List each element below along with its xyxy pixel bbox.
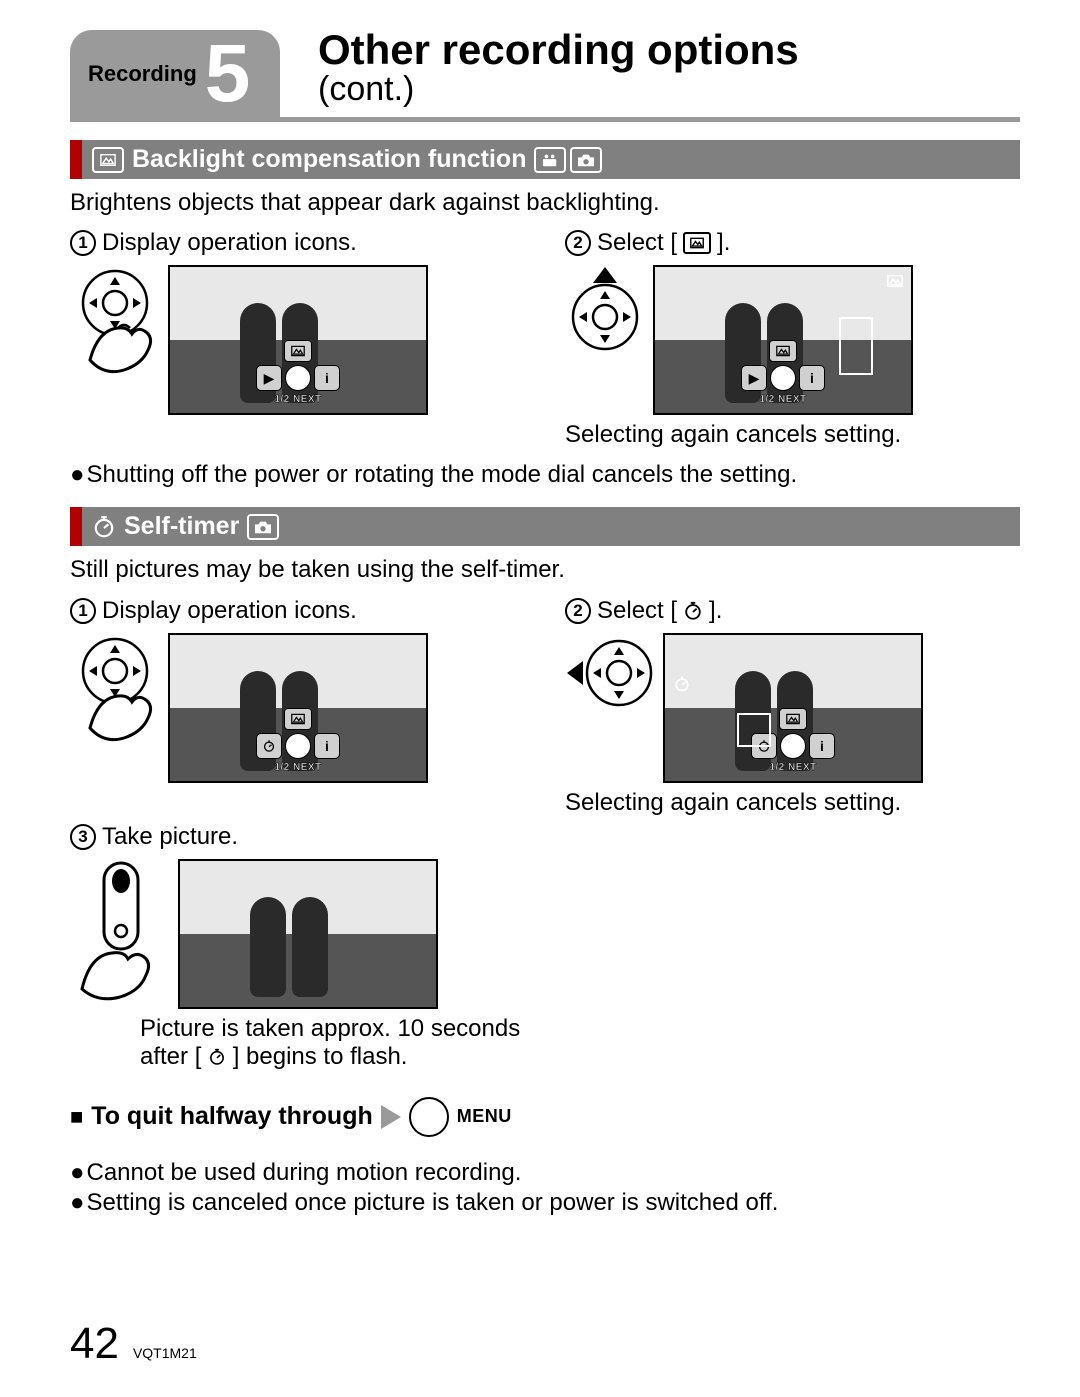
note-text: Shutting off the power or rotating the m… [87, 461, 798, 489]
caption-part-b: ] begins to flash. [233, 1043, 408, 1070]
chapter-number: 5 [205, 33, 251, 115]
lcd-screen-mock: ▶ i 1/2 NEXT [168, 265, 428, 415]
step-caption: Picture is taken approx. 10 seconds afte… [140, 1015, 540, 1071]
note-text: Setting is canceled once picture is take… [87, 1189, 779, 1217]
step-column: 2 Select [ ]. [565, 597, 1020, 817]
selftimer-icon [92, 515, 116, 539]
step-text: Display operation icons. [102, 597, 357, 625]
osd-next-label: 1/2 NEXT [274, 762, 321, 773]
lcd-screen-mock: i 1/2 NEXT [663, 633, 923, 783]
section-bar-selftimer: Self-timer [70, 507, 1020, 546]
illustration: i 1/2 NEXT [565, 633, 1020, 783]
step-column: 3 Take picture. Picture is taken approx.… [70, 823, 540, 1071]
section-intro: Still pictures may be taken using the se… [70, 554, 1020, 586]
osd-next-label: 1/2 NEXT [759, 394, 806, 405]
quit-instruction: ■ To quit halfway through MENU [70, 1097, 1020, 1137]
lcd-screen-mock: ▶ i 1/2 NEXT [653, 265, 913, 415]
title-block: Other recording options (cont.) [318, 26, 799, 109]
steps-row: 1 Display operation icons. [70, 597, 1020, 817]
step-number-badge: 1 [70, 230, 96, 256]
page-number: 42 [70, 1319, 119, 1369]
bullet-icon: ● [70, 461, 85, 489]
step-number-badge: 1 [70, 598, 96, 624]
step-heading: 1 Display operation icons. [70, 597, 525, 625]
video-mode-icon [534, 147, 566, 173]
joystick-left-icon [565, 633, 655, 713]
chapter-header: Recording 5 Other recording options (con… [70, 30, 1020, 122]
arrow-right-icon [381, 1105, 401, 1129]
section-intro: Brightens objects that appear dark again… [70, 187, 1020, 219]
backlight-icon [92, 147, 124, 173]
joystick-press-icon [70, 265, 160, 385]
menu-button-icon [409, 1097, 449, 1137]
step-number-badge: 2 [565, 230, 591, 256]
step-caption: Selecting again cancels setting. [565, 421, 1020, 449]
bullet-icon: ● [70, 1159, 85, 1187]
step-heading: 2 Select [ ]. [565, 229, 1020, 257]
step-text: Take picture. [102, 823, 238, 851]
osd-next-label: 1/2 NEXT [769, 762, 816, 773]
osd-next-label: 1/2 NEXT [274, 394, 321, 405]
step-column: 1 Display operation icons. [70, 597, 525, 817]
section-bar-backlight: Backlight compensation function [70, 140, 1020, 179]
step-column: 2 Select [ ]. [565, 229, 1020, 449]
step-text-suffix: ]. [717, 229, 730, 257]
illustration: ▶ i 1/2 NEXT [565, 265, 1020, 415]
step-text: Display operation icons. [102, 229, 357, 257]
quit-label: To quit halfway through [91, 1102, 372, 1131]
chapter-tab: Recording 5 [70, 30, 280, 118]
step-text-prefix: Select [ [597, 597, 677, 625]
illustration [70, 859, 540, 1009]
backlight-select-icon [683, 232, 711, 254]
lcd-screen-mock: i 1/2 NEXT [168, 633, 428, 783]
illustration: ▶ i 1/2 NEXT [70, 265, 525, 415]
steps-row: 1 Display operation icons. [70, 229, 1020, 449]
photo-mode-icon [570, 147, 602, 173]
mode-icons [534, 147, 602, 173]
shutter-press-icon [70, 859, 170, 1009]
step-heading: 1 Display operation icons. [70, 229, 525, 257]
step-text-suffix: ]. [709, 597, 722, 625]
step-heading: 3 Take picture. [70, 823, 540, 851]
note-text: Cannot be used during motion recording. [87, 1159, 522, 1187]
section-title: Self-timer [124, 512, 239, 541]
step-number-badge: 3 [70, 824, 96, 850]
page-title: Other recording options [318, 26, 799, 74]
lcd-screen-mock [178, 859, 438, 1009]
document-code: VQT1M21 [133, 1345, 197, 1361]
joystick-up-icon [565, 265, 645, 365]
step-text-prefix: Select [ [597, 229, 677, 257]
step-caption: Selecting again cancels setting. [565, 789, 1020, 817]
note-line: ● Shutting off the power or rotating the… [70, 461, 1020, 489]
illustration: i 1/2 NEXT [70, 633, 525, 783]
note-line: ● Cannot be used during motion recording… [70, 1159, 1020, 1187]
selftimer-indicator-icon [673, 675, 691, 693]
backlight-indicator-icon [885, 273, 905, 289]
menu-label: MENU [457, 1106, 512, 1127]
square-bullet-icon: ■ [70, 1104, 83, 1130]
bullet-icon: ● [70, 1189, 85, 1217]
photo-mode-icon [247, 514, 279, 540]
selftimer-select-icon [683, 601, 703, 621]
note-line: ● Setting is canceled once picture is ta… [70, 1189, 1020, 1217]
page-footer: 42 VQT1M21 [70, 1319, 197, 1369]
section-label: Recording [88, 61, 197, 87]
page-subtitle: (cont.) [318, 70, 799, 109]
step-column: 1 Display operation icons. [70, 229, 525, 449]
step-heading: 2 Select [ ]. [565, 597, 1020, 625]
joystick-press-icon [70, 633, 160, 753]
selftimer-inline-icon [208, 1048, 226, 1066]
section-title: Backlight compensation function [132, 145, 526, 174]
step-number-badge: 2 [565, 598, 591, 624]
